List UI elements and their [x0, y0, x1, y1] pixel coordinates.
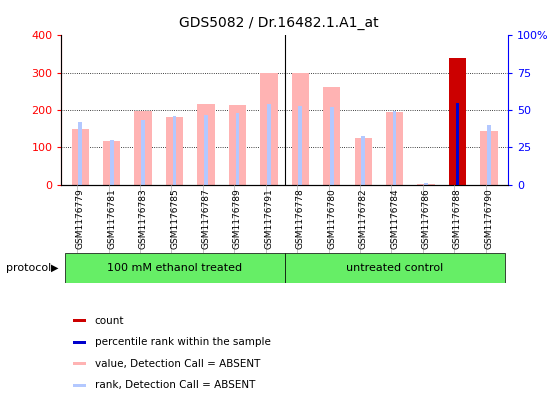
- Text: GSM1176778: GSM1176778: [296, 188, 305, 249]
- Bar: [330, 107, 334, 185]
- Text: ▶: ▶: [51, 263, 59, 273]
- Bar: [110, 140, 114, 185]
- Bar: [455, 103, 459, 185]
- Text: protocol: protocol: [6, 263, 51, 273]
- Text: percentile rank within the sample: percentile rank within the sample: [95, 337, 271, 347]
- Bar: [267, 105, 271, 185]
- Text: GSM1176788: GSM1176788: [453, 188, 462, 249]
- Bar: [198, 104, 215, 185]
- Bar: [229, 105, 246, 185]
- Bar: [172, 116, 176, 185]
- Bar: [71, 129, 89, 185]
- Bar: [417, 184, 435, 185]
- Text: GSM1176782: GSM1176782: [359, 188, 368, 249]
- Text: GSM1176781: GSM1176781: [107, 188, 116, 249]
- Bar: [386, 112, 403, 185]
- Text: GSM1176786: GSM1176786: [421, 188, 431, 249]
- Bar: [424, 183, 428, 185]
- Text: GSM1176787: GSM1176787: [201, 188, 210, 249]
- Bar: [103, 141, 121, 185]
- Text: GSM1176789: GSM1176789: [233, 188, 242, 249]
- Bar: [480, 131, 498, 185]
- Bar: [65, 253, 285, 283]
- Text: GSM1176790: GSM1176790: [484, 188, 493, 249]
- Bar: [78, 122, 82, 185]
- Text: value, Detection Call = ABSENT: value, Detection Call = ABSENT: [95, 359, 260, 369]
- Bar: [354, 138, 372, 185]
- Bar: [299, 106, 302, 185]
- Bar: [166, 117, 183, 185]
- Bar: [323, 87, 340, 185]
- Bar: [141, 120, 145, 185]
- Text: GSM1176784: GSM1176784: [390, 188, 399, 249]
- Bar: [449, 58, 466, 185]
- Bar: [134, 111, 152, 185]
- Text: GSM1176779: GSM1176779: [76, 188, 85, 249]
- Text: count: count: [95, 316, 124, 325]
- Bar: [260, 73, 277, 185]
- Text: GSM1176780: GSM1176780: [327, 188, 336, 249]
- Bar: [285, 253, 504, 283]
- Text: 100 mM ethanol treated: 100 mM ethanol treated: [107, 263, 242, 273]
- Text: GSM1176785: GSM1176785: [170, 188, 179, 249]
- Bar: [361, 136, 365, 185]
- Text: untreated control: untreated control: [346, 263, 443, 273]
- Bar: [292, 73, 309, 185]
- Bar: [204, 114, 208, 185]
- Bar: [455, 102, 459, 185]
- Bar: [393, 111, 397, 185]
- Bar: [487, 125, 491, 185]
- Text: rank, Detection Call = ABSENT: rank, Detection Call = ABSENT: [95, 380, 255, 390]
- Text: GSM1176791: GSM1176791: [264, 188, 273, 249]
- Bar: [449, 58, 466, 185]
- Bar: [235, 113, 239, 185]
- Text: GDS5082 / Dr.16482.1.A1_at: GDS5082 / Dr.16482.1.A1_at: [179, 16, 379, 30]
- Text: GSM1176783: GSM1176783: [138, 188, 148, 249]
